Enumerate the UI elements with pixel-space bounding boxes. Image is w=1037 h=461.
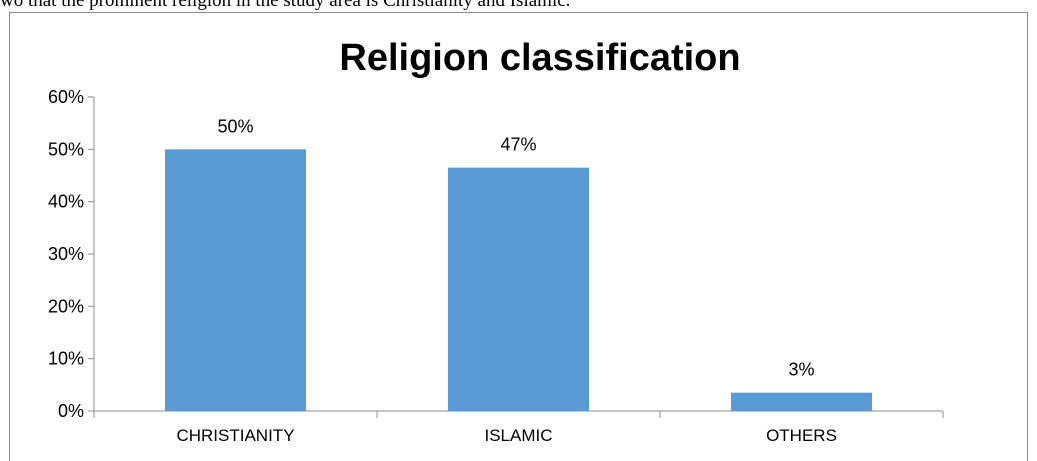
bar-christianity [165, 149, 306, 412]
y-tick-label: 0% [58, 401, 84, 421]
y-tick-label: 40% [48, 192, 84, 212]
category-label: ISLAMIC [484, 426, 552, 445]
y-tick-label: 30% [48, 244, 84, 264]
y-tick-label: 60% [48, 87, 84, 107]
caption-fragment: wo that the prominent religion in the st… [0, 0, 571, 11]
bar-others [731, 392, 872, 411]
y-tick-label: 20% [48, 296, 84, 316]
data-label: 50% [217, 116, 253, 136]
data-label: 3% [788, 360, 814, 380]
y-tick-label: 50% [48, 139, 84, 159]
labels-group: 50% CHRISTIANITY 47% ISLAMIC 3% OTHERS [176, 116, 836, 445]
data-label: 47% [500, 135, 536, 155]
bars-group [165, 149, 872, 412]
category-label: CHRISTIANITY [176, 426, 294, 445]
y-tick-label: 10% [48, 349, 84, 369]
bar-islamic [448, 167, 589, 411]
chart-title: Religion classification [339, 37, 740, 79]
category-label: OTHERS [766, 426, 837, 445]
